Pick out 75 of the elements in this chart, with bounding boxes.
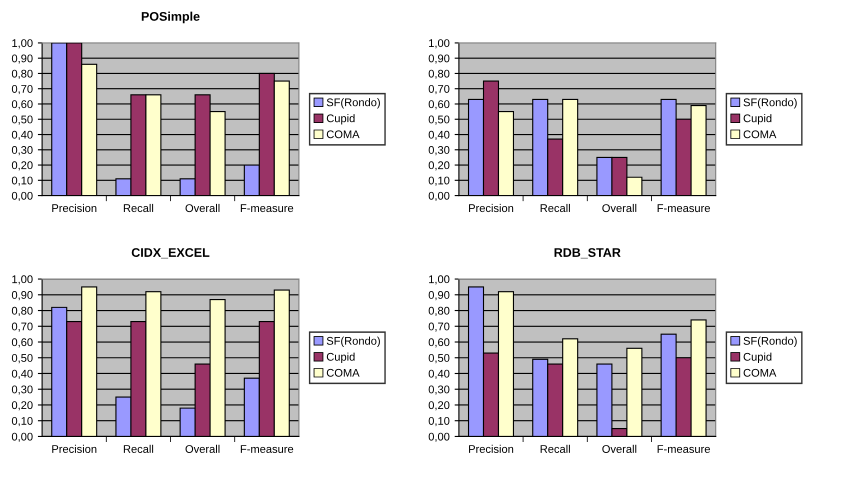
y-tick-label: 0,80 xyxy=(12,306,33,316)
y-tick-label: 0,30 xyxy=(428,386,450,395)
y-tick-label: 0,60 xyxy=(12,338,33,348)
y-tick-label: 0,30 xyxy=(12,386,33,395)
x-tick-label: Recall xyxy=(124,204,154,212)
x-tick-label: F-measure xyxy=(240,204,294,212)
y-tick-label: 0,00 xyxy=(12,192,33,202)
y-tick-label: 0,10 xyxy=(428,176,450,186)
chart-title: RDB_STAR xyxy=(554,248,621,258)
chart-title: CIDX_EXCEL xyxy=(132,248,210,258)
y-tick-label: 0,20 xyxy=(12,401,33,410)
y-tick-label: 0,70 xyxy=(428,84,450,94)
x-tick-label: Precision xyxy=(469,204,514,212)
y-tick-label: 0,00 xyxy=(428,432,450,442)
y-tick-label: 0,50 xyxy=(12,354,33,364)
legend-label: Cupid xyxy=(326,114,355,124)
y-tick-label: 0,20 xyxy=(428,401,450,410)
y-tick-label: 0,50 xyxy=(428,354,450,364)
y-tick-label: 0,10 xyxy=(12,416,33,426)
y-tick-label: 0,80 xyxy=(12,70,33,79)
y-tick-label: 0,60 xyxy=(428,338,450,348)
y-tick-label: 0,00 xyxy=(12,432,33,442)
y-tick-label: 0,80 xyxy=(428,70,450,79)
legend-label: COMA xyxy=(326,368,360,377)
y-tick-label: 0,50 xyxy=(428,116,450,125)
x-tick-label: Recall xyxy=(540,444,570,453)
x-tick-label: Precision xyxy=(469,444,514,453)
x-tick-label: Overall xyxy=(602,204,636,212)
y-tick-label: 1,00 xyxy=(12,275,33,284)
y-tick-label: 0,60 xyxy=(428,100,450,110)
y-tick-label: 0,30 xyxy=(12,146,33,156)
legend-label: SF(Rondo) xyxy=(744,336,797,347)
y-tick-label: 0,80 xyxy=(428,306,450,316)
y-tick-label: 0,40 xyxy=(12,370,33,379)
y-tick-label: 0,50 xyxy=(12,116,33,125)
y-tick-label: 0,90 xyxy=(12,54,33,64)
y-tick-label: 1,00 xyxy=(12,39,33,48)
legend-label: COMA xyxy=(744,368,776,377)
y-tick-label: 1,00 xyxy=(429,39,450,48)
y-tick-label: 0,90 xyxy=(428,54,450,64)
y-tick-label: 0,10 xyxy=(428,416,450,426)
chart-title: POSimple xyxy=(142,12,200,24)
y-tick-label: 0,00 xyxy=(428,192,450,202)
x-tick-label: Overall xyxy=(186,444,220,453)
legend-label: COMA xyxy=(326,130,360,138)
legend-label: SF(Rondo) xyxy=(326,98,380,108)
y-tick-label: 1,00 xyxy=(429,275,450,284)
x-tick-label: F-measure xyxy=(240,445,294,453)
legend-label: Cupid xyxy=(744,114,772,124)
y-tick-label: 0,20 xyxy=(428,161,450,170)
x-tick-label: Overall xyxy=(602,444,636,453)
y-tick-label: 0,70 xyxy=(12,322,33,332)
y-tick-label: 0,30 xyxy=(428,146,450,156)
x-tick-label: Recall xyxy=(540,204,570,212)
y-tick-label: 0,20 xyxy=(12,161,33,170)
x-tick-label: F-measure xyxy=(658,445,710,453)
legend-label: SF(Rondo) xyxy=(744,98,797,108)
y-tick-label: 0,90 xyxy=(12,291,33,300)
x-tick-label: Precision xyxy=(52,444,96,453)
legend-label: COMA xyxy=(744,130,776,138)
x-tick-label: F-measure xyxy=(658,204,710,212)
y-tick-label: 0,90 xyxy=(428,291,450,300)
y-tick-label: 0,40 xyxy=(428,370,450,379)
x-tick-label: Recall xyxy=(124,444,154,453)
y-tick-label: 0,60 xyxy=(12,100,33,110)
legend-label: SF(Rondo) xyxy=(326,336,380,347)
y-tick-label: 0,70 xyxy=(12,84,33,94)
y-tick-label: 0,10 xyxy=(12,176,33,186)
y-tick-label: 0,40 xyxy=(428,130,450,140)
legend-label: Cupid xyxy=(744,352,772,363)
x-tick-label: Overall xyxy=(186,204,220,212)
legend-label: Cupid xyxy=(326,352,355,363)
x-tick-label: Precision xyxy=(52,204,96,212)
y-tick-label: 0,40 xyxy=(12,130,33,140)
y-tick-label: 0,70 xyxy=(428,322,450,332)
